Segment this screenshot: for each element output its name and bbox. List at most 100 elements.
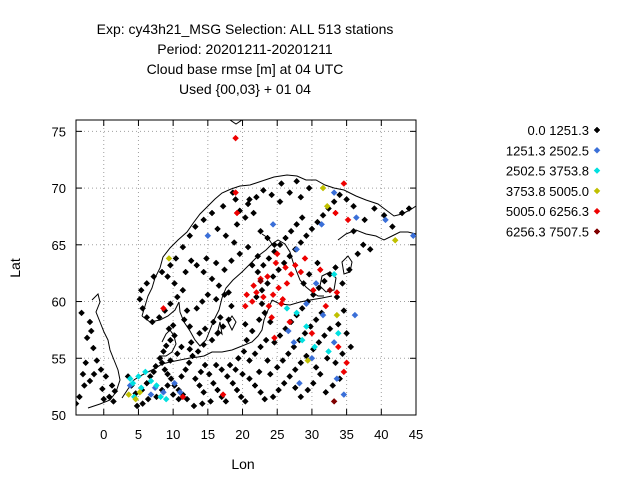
station-point [225, 316, 233, 324]
station-point [221, 291, 228, 299]
station-point [334, 343, 342, 351]
station-point [233, 221, 241, 228]
station-point [126, 375, 134, 383]
station-point [142, 368, 149, 376]
station-point [212, 295, 220, 303]
station-point [290, 343, 298, 351]
station-point [180, 316, 188, 324]
station-point [167, 357, 174, 364]
station-point [148, 318, 156, 326]
station-point [193, 261, 201, 269]
station-point [284, 327, 292, 335]
station-point [271, 241, 278, 249]
station-point [258, 286, 266, 294]
station-point [191, 375, 199, 383]
station-point [171, 280, 178, 287]
station-point [332, 209, 339, 217]
station-point [323, 354, 331, 362]
station-point [308, 329, 316, 337]
station-point [330, 198, 338, 206]
station-point [102, 373, 110, 380]
station-point [250, 209, 257, 217]
station-point [309, 286, 317, 294]
station-point [167, 300, 174, 308]
station-point [157, 393, 165, 401]
station-point [354, 250, 362, 258]
station-point [409, 232, 416, 240]
station-point [198, 400, 206, 408]
station-point [339, 280, 346, 287]
station-point [182, 268, 189, 276]
station-point [241, 320, 249, 328]
station-point [164, 273, 171, 280]
station-point [83, 334, 91, 342]
station-point [191, 223, 199, 231]
station-point [359, 241, 367, 249]
station-point [93, 357, 101, 364]
station-point [182, 366, 189, 373]
station-point [129, 379, 137, 387]
station-point [241, 214, 249, 221]
station-point [176, 388, 184, 396]
x-tick-label: 35 [339, 427, 353, 442]
station-point [334, 320, 342, 328]
station-point [350, 227, 357, 235]
station-point [275, 284, 282, 292]
station-point [225, 289, 233, 296]
station-point [296, 379, 303, 387]
station-point [173, 293, 181, 301]
station-point [308, 354, 316, 362]
coastline-lake-onega [341, 255, 353, 275]
legend-label: 3753.8 5005.0 [506, 184, 589, 199]
station-point [293, 177, 301, 185]
station-point [269, 273, 277, 280]
station-point [172, 255, 180, 262]
station-point [319, 311, 327, 319]
station-point [282, 264, 289, 271]
station-point [200, 388, 208, 396]
station-point [279, 357, 287, 364]
legend-marker [593, 207, 601, 215]
station-point [237, 393, 245, 401]
station-point [198, 298, 206, 305]
legend: 0.0 1251.3 1251.3 2502.5 2502.5 3753.8 3753… [506, 123, 601, 240]
station-point [76, 400, 80, 408]
station-point [286, 189, 294, 196]
station-point [169, 322, 177, 329]
station-point [322, 302, 330, 310]
y-tick-label: 55 [52, 351, 66, 366]
coastline-norway-sweden [154, 174, 335, 279]
x-tick-label: 40 [374, 427, 388, 442]
station-point [78, 309, 85, 317]
station-point [156, 354, 164, 362]
station-point [304, 386, 312, 394]
station-point [250, 282, 257, 290]
station-point [167, 375, 175, 383]
station-point [189, 352, 196, 360]
station-point [340, 307, 348, 314]
station-point [265, 255, 273, 262]
station-point [167, 336, 174, 344]
station-point [330, 270, 338, 278]
station-point [283, 304, 291, 312]
station-point [136, 295, 144, 303]
station-point [315, 339, 323, 346]
station-point [99, 385, 106, 393]
station-point [316, 266, 324, 274]
station-point [150, 273, 158, 280]
station-point [187, 339, 195, 346]
station-point [186, 323, 194, 330]
legend-marker [593, 228, 601, 235]
station-point [193, 304, 201, 312]
station-point [298, 214, 306, 221]
station-point [132, 395, 140, 403]
station-point [162, 395, 170, 403]
station-point [236, 250, 244, 258]
station-point [228, 302, 235, 310]
station-point [87, 327, 95, 335]
station-point [343, 196, 350, 203]
station-point [333, 289, 341, 296]
station-point [257, 227, 264, 235]
station-point [150, 368, 158, 376]
